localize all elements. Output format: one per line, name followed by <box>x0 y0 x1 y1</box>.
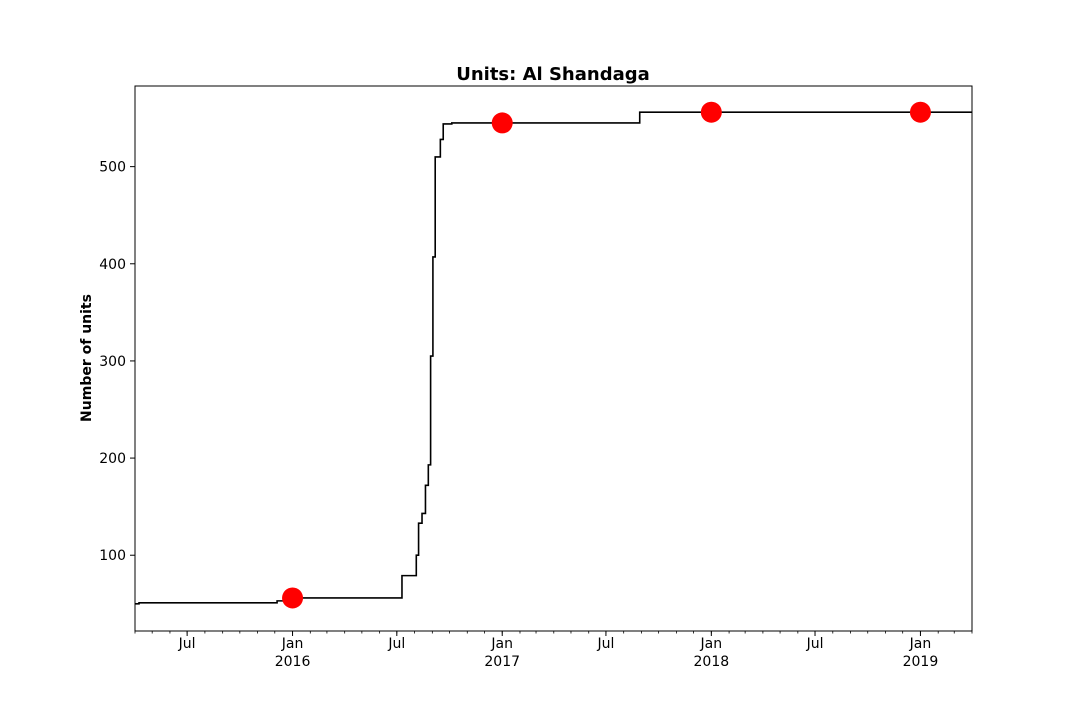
x-tick-year: 2018 <box>694 654 730 670</box>
x-tick-label: Jul <box>387 636 405 652</box>
axes: 100 200 300 400 500 Jul Jan 2016 Jul Jan 2017 Jul Ja… <box>99 85 973 670</box>
y-axis-label: Number of units <box>79 294 95 422</box>
marker-point <box>909 101 931 123</box>
x-tick-label: Jul <box>178 636 196 652</box>
marker-point <box>491 112 513 134</box>
x-tick-label: Jul <box>806 636 824 652</box>
marker-point <box>700 101 722 123</box>
y-tick-label: 500 <box>99 160 126 176</box>
y-tick-label: 400 <box>99 257 126 273</box>
x-tick-year: 2016 <box>275 654 311 670</box>
x-tick-label: Jan <box>909 636 932 652</box>
units-line <box>135 111 972 605</box>
x-tick-label: Jan <box>490 636 513 652</box>
axes-frame <box>134 85 973 632</box>
y-tick-label: 300 <box>99 354 126 370</box>
x-tick-label: Jan <box>281 636 304 652</box>
y-tick-label: 200 <box>99 451 126 467</box>
marker-point <box>282 587 304 609</box>
x-tick-label: Jan <box>700 636 723 652</box>
x-tick-year: 2019 <box>903 654 939 670</box>
y-tick-label: 100 <box>99 548 126 564</box>
plot-area <box>135 101 972 609</box>
chart-title: Units: Al Shandaga <box>456 64 650 85</box>
x-tick-year: 2017 <box>484 654 520 670</box>
x-tick-label: Jul <box>596 636 614 652</box>
